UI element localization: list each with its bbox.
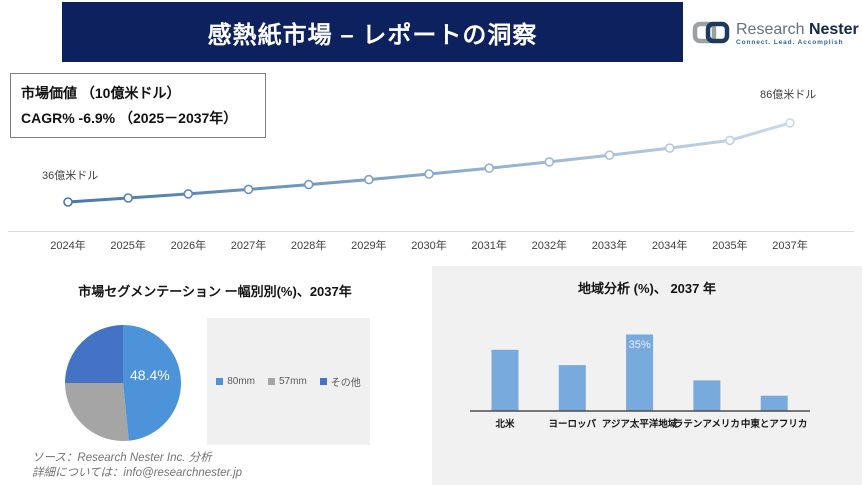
x-axis-label: 2026年 <box>170 240 207 252</box>
legend-item-80mm: 80mm <box>216 376 255 387</box>
line-marker <box>544 157 555 167</box>
page-title: 感熱紙市場 – レポートの洞察 <box>207 21 538 49</box>
x-axis-label: 2034年 <box>651 240 688 252</box>
pie-data-label: 48.4% <box>130 367 170 383</box>
line-marker <box>63 197 73 207</box>
logo-tagline: Connect. Lead. Accomplish <box>736 38 844 46</box>
legend-item-other: その他 <box>319 374 361 389</box>
end-value-label: 86億米ドル <box>760 89 817 101</box>
line-marker <box>604 150 615 160</box>
contact-note: 詳細については：info@researchnester.jp <box>32 467 243 479</box>
line-marker <box>424 169 434 179</box>
x-axis-label: 2025年 <box>110 240 146 252</box>
line-marker <box>243 184 254 195</box>
bar-category-label: ラテンアメリカ <box>673 419 740 430</box>
market-value-label: 市場価値 （10億米ドル） <box>21 85 181 101</box>
x-axis-label: 2027年 <box>230 240 267 252</box>
line-marker <box>183 189 194 199</box>
x-axis-separator <box>8 231 854 232</box>
line-marker <box>363 174 374 185</box>
segmentation-pie-chart <box>65 325 182 442</box>
line-marker <box>785 118 795 128</box>
regional-bar-chart <box>470 334 810 412</box>
line-marker <box>664 143 675 153</box>
legend-label-80mm: 80mm <box>227 376 255 387</box>
bar-北米 <box>491 349 519 411</box>
bar-category-label: アジア太平洋地域 <box>601 419 678 430</box>
line-marker <box>303 179 314 190</box>
line-marker <box>484 163 495 173</box>
bar-ヨーロッパ <box>558 365 586 411</box>
header-banner: 感熱紙市場 – レポートの洞察 <box>62 2 683 62</box>
trend-line <box>66 121 792 204</box>
x-axis-labels: 2024年 2025年 2026年 2027年 2028年 2029年 2030年 2031年… <box>0 237 862 253</box>
pie-slice-その他 <box>65 325 123 383</box>
regional-analysis-panel: 地域分析 (%)、 2037 年 北米 ヨーロッパ アジア太平洋地域 35% ラテンアメ… <box>432 266 862 485</box>
x-axis-label: 2035年 <box>712 240 748 252</box>
x-axis-label: 2033年 <box>591 240 628 252</box>
pie-legend: 80mm 57mm その他 <box>207 318 370 445</box>
pie-slice-57mm <box>65 383 129 442</box>
bar-data-label: 35% <box>628 339 651 352</box>
logo-icon <box>692 21 730 44</box>
market-value-box: 市場価値 （10億米ドル） CAGR% -6.9% （2025－2037年） <box>10 73 266 138</box>
cagr-label: CAGR% -6.9% （2025－2037年） <box>21 110 238 126</box>
regional-analysis-title: 地域分析 (%)、 2037 年 <box>578 281 716 296</box>
logo-text: Research Nester Connect. Lead. Accomplis… <box>736 21 859 46</box>
x-axis-label: 2024年 <box>50 240 86 252</box>
source-note: ソース：Research Nester Inc. 分析 <box>32 452 212 464</box>
market-value-line-chart <box>63 118 795 207</box>
bar-category-label: 中東とアフリカ <box>740 419 808 430</box>
x-axis-label: 2032年 <box>531 240 568 252</box>
x-axis-label: 2029年 <box>351 240 387 252</box>
segmentation-title: 市場セグメンテーション ー幅別別(%)、2037年 <box>78 284 352 299</box>
x-axis-label: 2028年 <box>290 240 327 252</box>
legend-swatch-80mm <box>216 378 224 385</box>
bar-ラテンアメリカ <box>693 380 721 411</box>
line-marker <box>724 135 735 146</box>
x-axis-label: 2037年 <box>772 240 808 252</box>
research-nester-logo: Research Nester Connect. Lead. Accomplis… <box>692 12 860 54</box>
bar-category-label: ヨーロッパ <box>548 419 597 430</box>
legend-item-57mm: 57mm <box>268 376 307 387</box>
legend-swatch-57mm <box>268 378 275 385</box>
line-marker <box>123 193 133 203</box>
x-axis-label: 2030年 <box>411 240 447 252</box>
legend-label-other: その他 <box>330 378 361 389</box>
logo-name: Research Nester <box>736 20 859 38</box>
legend-label-57mm: 57mm <box>279 376 307 387</box>
legend-swatch-other <box>319 378 327 385</box>
bar-中東とアフリカ <box>760 395 788 411</box>
pie-slice-80mm <box>123 325 182 441</box>
x-axis-label: 2031年 <box>471 240 507 252</box>
start-value-label: 36億米ドル <box>42 170 99 182</box>
bar-アジア太平洋地域 <box>626 334 654 411</box>
bar-category-label: 北米 <box>495 419 515 430</box>
footer: ソース：Research Nester Inc. 分析 詳細については：info… <box>32 451 242 481</box>
